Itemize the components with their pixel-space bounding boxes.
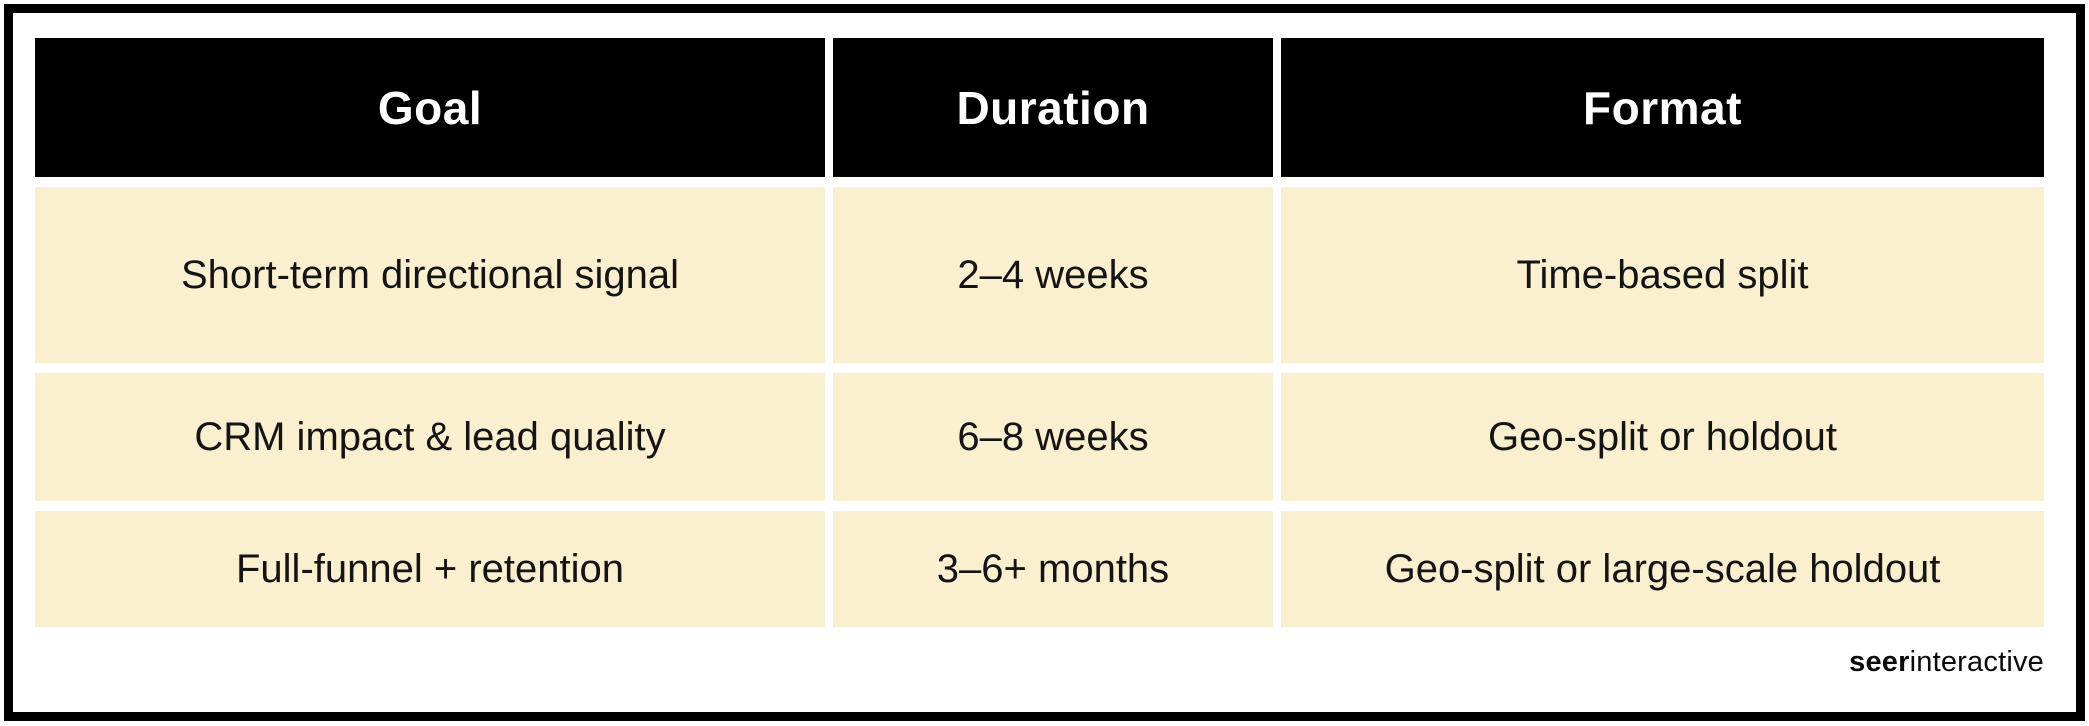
column-header-duration: Duration	[833, 38, 1273, 177]
logo-text-regular: interactive	[1909, 646, 2044, 678]
test-plan-comparison-table: Goal Duration Format Short-term directio…	[35, 38, 2044, 627]
row3-duration-cell: 3–6+ months	[833, 511, 1273, 627]
seer-interactive-logo: seerinteractive	[1849, 648, 2044, 677]
row3-goal-cell: Full-funnel + retention	[35, 511, 825, 627]
logo-text-bold: seer	[1849, 646, 1910, 678]
row1-duration-cell: 2–4 weeks	[833, 187, 1273, 363]
row2-format-cell: Geo-split or holdout	[1281, 373, 2044, 501]
row3-format-cell: Geo-split or large-scale holdout	[1281, 511, 2044, 627]
row2-goal-cell: CRM impact & lead quality	[35, 373, 825, 501]
row2-duration-cell: 6–8 weeks	[833, 373, 1273, 501]
column-header-goal: Goal	[35, 38, 825, 177]
column-header-format: Format	[1281, 38, 2044, 177]
row1-goal-cell: Short-term directional signal	[35, 187, 825, 363]
row1-format-cell: Time-based split	[1281, 187, 2044, 363]
